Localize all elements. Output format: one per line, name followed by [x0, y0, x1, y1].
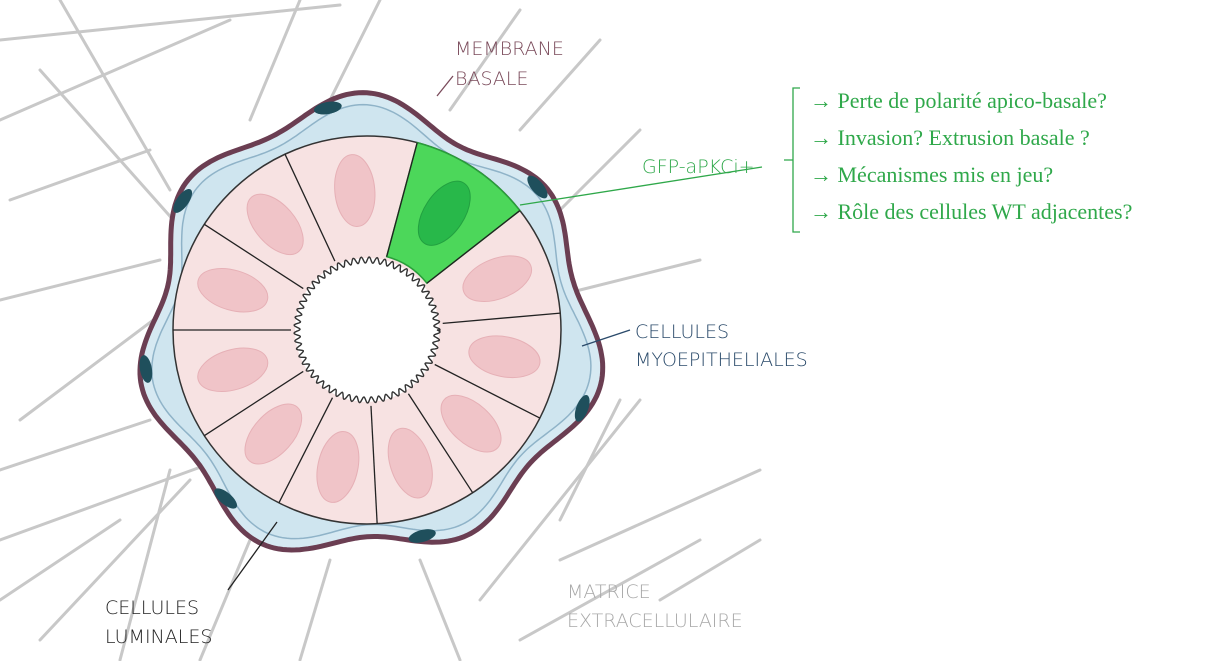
membrane-label: MEMBRANE: [455, 38, 564, 60]
gfp-label: GFP-aPKCi+: [642, 156, 755, 178]
myoepithelial-label: MYOEPITHELIALES: [635, 349, 808, 371]
luminal-label: LUMINALES: [105, 626, 212, 648]
question: → Invasion? Extrusion basale ?: [810, 125, 1090, 150]
matrix-label: EXTRACELLULAIRE: [567, 610, 743, 632]
matrix-label: MATRICE: [567, 581, 651, 603]
question: → Perte de polarité apico-basale?: [810, 88, 1107, 113]
membrane-label: BASALE: [455, 68, 528, 90]
acinus: [138, 93, 603, 550]
question: → Mécanismes mis en jeu?: [810, 162, 1053, 187]
questions: → Perte de polarité apico-basale? → Invas…: [810, 88, 1132, 224]
luminal-label: CELLULES: [105, 597, 199, 619]
question: → Rôle des cellules WT adjacentes?: [810, 199, 1132, 224]
diagram: MEMBRANE BASALE GFP-aPKCi+ CELLULES MYOE…: [0, 0, 1217, 661]
myoepithelial-label: CELLULES: [635, 321, 729, 343]
